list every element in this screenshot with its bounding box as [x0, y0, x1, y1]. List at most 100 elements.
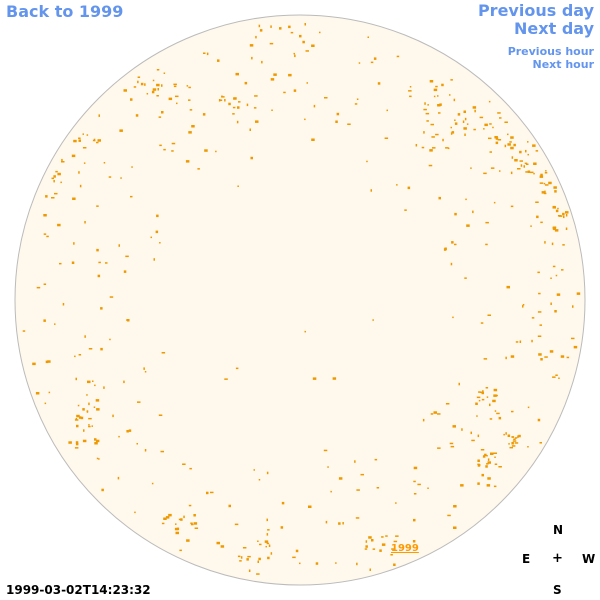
- feature-marker: [499, 170, 501, 172]
- feature-marker: [463, 127, 467, 130]
- feature-marker: [555, 374, 558, 376]
- feature-marker: [540, 358, 543, 361]
- feature-marker: [249, 128, 251, 131]
- feature-marker: [505, 432, 507, 435]
- feature-marker: [83, 429, 85, 432]
- feature-marker: [395, 502, 397, 504]
- solar-disk-circle: [14, 14, 586, 586]
- feature-marker: [461, 428, 463, 431]
- feature-marker: [452, 425, 456, 428]
- feature-marker: [413, 480, 416, 483]
- feature-marker: [476, 403, 478, 405]
- feature-marker: [545, 170, 547, 172]
- feature-marker: [464, 133, 466, 136]
- feature-marker: [137, 76, 141, 78]
- feature-marker: [76, 424, 79, 428]
- feature-marker: [338, 522, 341, 525]
- feature-marker: [237, 106, 240, 109]
- feature-marker: [128, 429, 132, 432]
- feature-marker: [302, 40, 305, 44]
- feature-marker: [554, 310, 557, 313]
- feature-marker: [530, 225, 532, 227]
- feature-marker: [487, 458, 490, 461]
- feature-marker: [264, 540, 269, 543]
- feature-marker: [48, 391, 51, 394]
- feature-marker: [168, 513, 172, 517]
- compass-south-label: S: [553, 583, 562, 597]
- feature-marker: [409, 86, 412, 88]
- previous-day-link[interactable]: Previous day: [477, 1, 594, 20]
- feature-marker: [78, 171, 80, 174]
- feature-marker: [156, 69, 160, 71]
- feature-marker: [95, 399, 100, 402]
- feature-marker: [454, 119, 456, 121]
- feature-marker: [68, 441, 72, 444]
- feature-marker: [415, 144, 418, 147]
- feature-marker: [552, 265, 556, 268]
- feature-marker: [511, 410, 514, 413]
- feature-marker: [472, 106, 477, 109]
- feature-marker: [484, 123, 488, 127]
- feature-marker: [464, 277, 467, 279]
- feature-marker: [268, 544, 271, 547]
- feature-marker: [395, 535, 399, 537]
- feature-marker: [562, 212, 565, 216]
- feature-marker: [98, 458, 100, 460]
- feature-marker: [161, 352, 166, 354]
- back-to-year-link[interactable]: Back to 1999: [6, 2, 124, 21]
- feature-marker: [356, 562, 358, 566]
- feature-marker: [92, 139, 96, 142]
- feature-marker: [356, 489, 360, 491]
- previous-hour-link[interactable]: Previous hour: [507, 45, 594, 58]
- feature-marker: [433, 411, 437, 414]
- feature-marker: [151, 482, 154, 485]
- feature-marker: [146, 93, 149, 95]
- feature-marker: [437, 95, 439, 97]
- feature-marker: [190, 523, 194, 526]
- feature-marker: [54, 323, 56, 325]
- feature-marker: [556, 293, 561, 296]
- feature-marker: [315, 562, 319, 565]
- feature-marker: [117, 476, 120, 480]
- feature-marker: [305, 50, 309, 52]
- feature-marker: [51, 197, 55, 199]
- feature-marker: [218, 99, 221, 102]
- feature-marker: [325, 520, 328, 524]
- feature-marker: [46, 235, 49, 238]
- feature-marker: [160, 450, 164, 453]
- feature-marker: [356, 98, 359, 100]
- feature-marker: [432, 147, 436, 149]
- feature-marker: [123, 89, 127, 92]
- feature-marker: [61, 158, 63, 162]
- feature-marker: [188, 504, 192, 507]
- feature-marker: [250, 156, 253, 160]
- feature-marker: [441, 83, 444, 87]
- feature-marker: [125, 255, 129, 258]
- feature-marker: [191, 125, 195, 128]
- feature-marker: [544, 241, 546, 244]
- feature-marker: [94, 438, 97, 441]
- feature-marker: [494, 136, 498, 139]
- feature-marker: [75, 418, 78, 420]
- feature-marker: [240, 556, 243, 559]
- feature-marker: [527, 446, 529, 448]
- next-hour-link[interactable]: Next hour: [532, 58, 595, 71]
- feature-marker: [527, 153, 529, 156]
- feature-marker: [539, 324, 542, 326]
- feature-marker: [413, 518, 416, 522]
- feature-marker: [437, 413, 441, 415]
- feature-marker: [237, 555, 241, 558]
- year-link[interactable]: 1999: [391, 543, 419, 554]
- feature-marker: [185, 160, 190, 163]
- feature-marker: [508, 443, 510, 445]
- feature-marker: [537, 271, 540, 274]
- feature-marker: [503, 433, 505, 436]
- feature-marker: [519, 150, 522, 154]
- feature-marker: [533, 172, 535, 175]
- feature-marker: [514, 437, 518, 439]
- feature-marker: [35, 392, 40, 395]
- next-day-link[interactable]: Next day: [514, 19, 594, 38]
- feature-marker: [493, 485, 497, 488]
- feature-marker: [476, 415, 478, 417]
- feature-marker: [565, 214, 568, 217]
